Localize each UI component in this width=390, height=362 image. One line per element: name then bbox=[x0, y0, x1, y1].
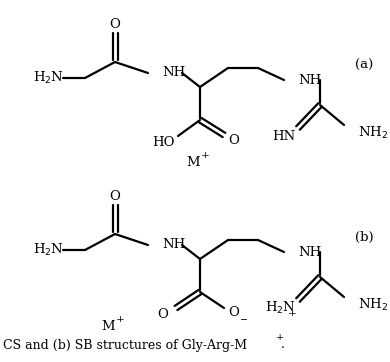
Text: _: _ bbox=[242, 311, 247, 320]
Text: (b): (b) bbox=[355, 231, 374, 244]
Text: +: + bbox=[288, 310, 297, 319]
Text: M: M bbox=[186, 156, 200, 168]
Text: (a): (a) bbox=[355, 59, 373, 72]
Text: +: + bbox=[201, 151, 210, 160]
Text: NH: NH bbox=[162, 239, 185, 252]
Text: M: M bbox=[101, 320, 115, 333]
Text: HN: HN bbox=[272, 130, 296, 143]
Text: −: − bbox=[239, 315, 246, 324]
Text: NH: NH bbox=[298, 245, 321, 258]
Text: NH: NH bbox=[162, 67, 185, 80]
Text: O: O bbox=[229, 134, 239, 147]
Text: H$_2$N: H$_2$N bbox=[32, 242, 64, 258]
Text: O: O bbox=[110, 18, 121, 31]
Text: CS and (b) SB structures of Gly-Arg-M: CS and (b) SB structures of Gly-Arg-M bbox=[3, 338, 247, 352]
Text: NH$_2$: NH$_2$ bbox=[358, 297, 388, 313]
Text: O: O bbox=[158, 308, 168, 321]
Text: H$_2$N: H$_2$N bbox=[32, 70, 64, 86]
Text: NH$_2$: NH$_2$ bbox=[358, 125, 388, 141]
Text: +: + bbox=[116, 316, 125, 324]
Text: HO: HO bbox=[152, 136, 174, 150]
Text: NH: NH bbox=[298, 73, 321, 87]
Text: .: . bbox=[281, 338, 285, 352]
Text: O: O bbox=[229, 306, 239, 319]
Text: O: O bbox=[110, 190, 121, 203]
Text: H$_2$N: H$_2$N bbox=[264, 300, 296, 316]
Text: +: + bbox=[276, 333, 284, 342]
